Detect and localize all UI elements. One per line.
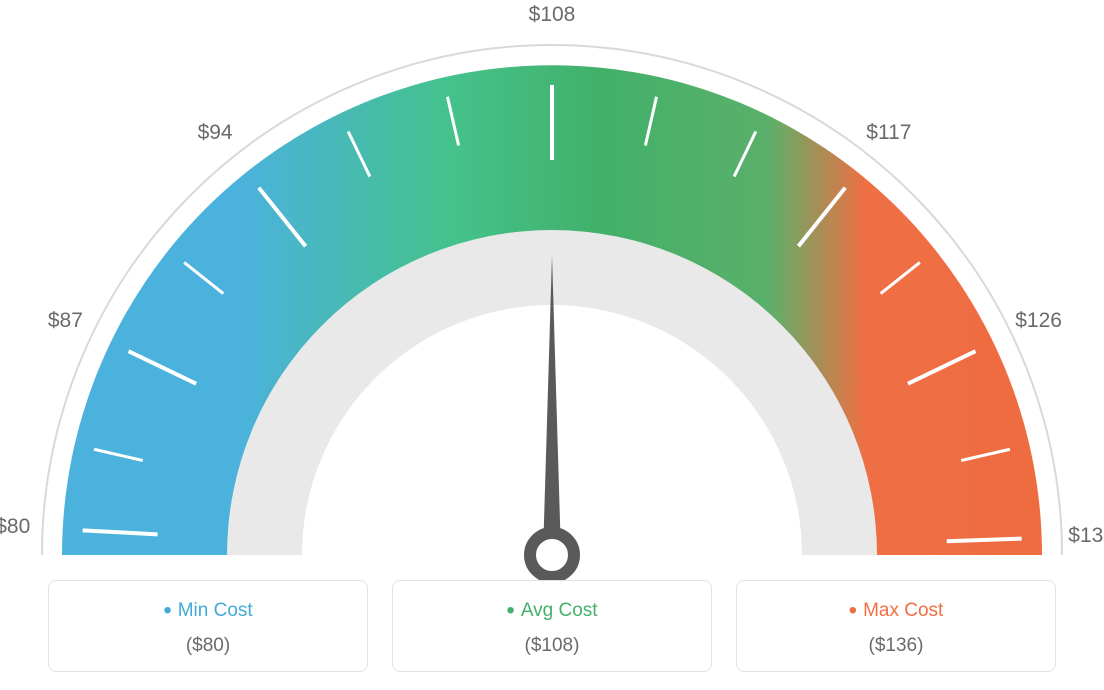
gauge-tick-label: $80 bbox=[0, 515, 30, 539]
legend-max-value: ($136) bbox=[747, 635, 1045, 657]
gauge-tick-label: $126 bbox=[1015, 309, 1062, 333]
legend-min-label: Min Cost bbox=[59, 597, 357, 625]
gauge-tick-label: $108 bbox=[529, 3, 576, 27]
legend-card-avg: Avg Cost ($108) bbox=[392, 580, 712, 672]
gauge-tick-label: $136 bbox=[1068, 524, 1104, 548]
gauge-tick-label: $87 bbox=[48, 309, 83, 333]
legend-card-max: Max Cost ($136) bbox=[736, 580, 1056, 672]
legend-avg-label: Avg Cost bbox=[403, 597, 701, 625]
gauge-tick-label: $117 bbox=[866, 121, 911, 145]
legend-card-min: Min Cost ($80) bbox=[48, 580, 368, 672]
gauge-area: $80 $87 $94 $108 $117 $126 $136 bbox=[0, 0, 1104, 580]
legend-max-label: Max Cost bbox=[747, 597, 1045, 625]
gauge-tick-label: $94 bbox=[198, 121, 233, 145]
legend-min-value: ($80) bbox=[59, 635, 357, 657]
gauge-chart-container: $80 $87 $94 $108 $117 $126 $136 Min Cost ($80)… bbox=[0, 0, 1104, 690]
gauge-svg bbox=[0, 0, 1104, 580]
legend-avg-value: ($108) bbox=[403, 635, 701, 657]
legend-row: Min Cost ($80) Avg Cost ($108) Max Cost … bbox=[0, 580, 1104, 672]
